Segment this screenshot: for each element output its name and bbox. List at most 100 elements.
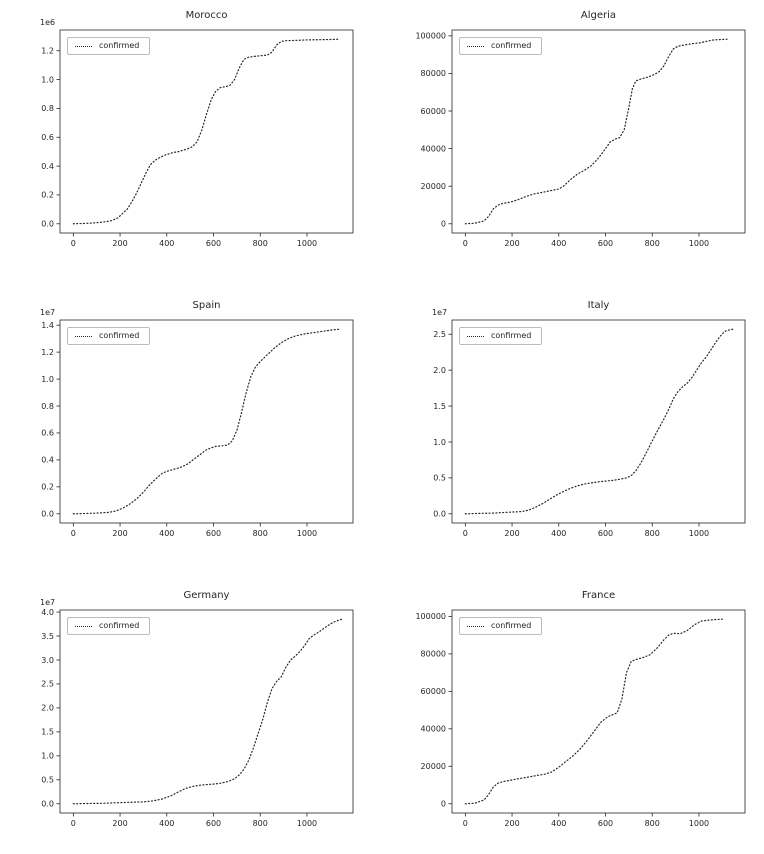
svg-text:60000: 60000 xyxy=(421,107,446,116)
svg-text:1.0: 1.0 xyxy=(41,375,54,384)
legend-box: confirmed xyxy=(67,37,151,55)
svg-text:400: 400 xyxy=(159,529,174,538)
plot-canvas-germany: 0 200 400 600 800 1000 0.0 0.5 1.0 1.5 2.0 2.5 3.0 3.… xyxy=(41,608,354,828)
axis-offset-label: 1e7 xyxy=(40,598,56,607)
svg-text:1.2: 1.2 xyxy=(41,47,54,56)
svg-text:0.2: 0.2 xyxy=(41,191,54,200)
svg-text:0.0: 0.0 xyxy=(41,220,54,229)
svg-text:600: 600 xyxy=(598,529,613,538)
svg-text:0.5: 0.5 xyxy=(433,474,446,483)
svg-text:40000: 40000 xyxy=(421,725,446,734)
svg-text:0: 0 xyxy=(441,220,446,229)
chart-figure-france: 0 200 400 600 800 1000 0 20000 40000 60000 80000 10… xyxy=(402,588,754,840)
chart-figure-algeria: 0 200 400 600 800 1000 0 20000 40000 60000 80000 10… xyxy=(402,8,754,260)
svg-text:40000: 40000 xyxy=(421,144,446,153)
svg-text:600: 600 xyxy=(206,239,221,248)
legend-box: confirmed xyxy=(459,617,543,635)
plot-canvas-morocco: 0 200 400 600 800 1000 0.0 0.2 0.4 0.6 0.8 1.0 1.2 xyxy=(41,29,354,248)
svg-text:0.6: 0.6 xyxy=(41,133,54,142)
svg-text:20000: 20000 xyxy=(421,762,446,771)
svg-text:1.0: 1.0 xyxy=(41,752,54,761)
chart-title: France xyxy=(581,590,616,601)
dotted-line-sample-icon xyxy=(75,335,92,337)
legend-label: confirmed xyxy=(491,621,532,630)
svg-text:4.0: 4.0 xyxy=(41,608,54,617)
legend-box: confirmed xyxy=(67,617,151,635)
chart-title: Italy xyxy=(587,300,610,311)
svg-text:1000: 1000 xyxy=(297,819,317,828)
legend-box: confirmed xyxy=(459,37,543,55)
svg-text:100000: 100000 xyxy=(415,612,446,621)
svg-text:400: 400 xyxy=(159,239,174,248)
plot-canvas-france: 0 200 400 600 800 1000 0 20000 40000 60000 80000 10… xyxy=(415,609,746,828)
legend-label: confirmed xyxy=(491,331,532,340)
svg-text:0: 0 xyxy=(463,819,468,828)
svg-text:800: 800 xyxy=(253,819,268,828)
chart-title: Morocco xyxy=(185,10,228,21)
chart-title: Spain xyxy=(192,300,221,311)
chart-figure-morocco: 0 200 400 600 800 1000 0.0 0.2 0.4 0.6 0.8 1.0 1.2 1… xyxy=(10,8,362,260)
svg-text:0.4: 0.4 xyxy=(41,456,54,465)
svg-text:3.5: 3.5 xyxy=(41,632,54,641)
svg-text:100000: 100000 xyxy=(415,32,446,41)
svg-text:600: 600 xyxy=(206,819,221,828)
svg-text:0.2: 0.2 xyxy=(41,483,54,492)
axis-offset-label: 1e7 xyxy=(432,308,448,317)
svg-text:0: 0 xyxy=(441,800,446,809)
svg-text:600: 600 xyxy=(206,529,221,538)
svg-text:1000: 1000 xyxy=(297,239,317,248)
svg-text:400: 400 xyxy=(551,529,566,538)
svg-text:600: 600 xyxy=(598,819,613,828)
svg-text:1.5: 1.5 xyxy=(433,402,446,411)
chart-title: Algeria xyxy=(580,10,617,21)
legend-label: confirmed xyxy=(99,41,140,50)
legend-box: confirmed xyxy=(67,327,151,345)
svg-text:3.0: 3.0 xyxy=(41,656,54,665)
dotted-line-sample-icon xyxy=(467,625,484,627)
svg-text:800: 800 xyxy=(645,819,660,828)
chart-title: Germany xyxy=(183,590,230,601)
plot-canvas-spain: 0 200 400 600 800 1000 0.0 0.2 0.4 0.6 0.8 1.0 1.2 1.… xyxy=(41,319,354,538)
svg-text:200: 200 xyxy=(504,239,519,248)
dotted-line-sample-icon xyxy=(75,45,92,47)
chart-figure-germany: 0 200 400 600 800 1000 0.0 0.5 1.0 1.5 2.0 2.5 3.0 3.… xyxy=(10,588,362,840)
axis-offset-label: 1e7 xyxy=(40,308,56,317)
plot-canvas-algeria: 0 200 400 600 800 1000 0 20000 40000 60000 80000 10… xyxy=(415,29,746,248)
svg-text:1.4: 1.4 xyxy=(41,321,54,330)
svg-text:400: 400 xyxy=(159,819,174,828)
svg-text:1000: 1000 xyxy=(297,529,317,538)
svg-text:800: 800 xyxy=(253,239,268,248)
axis-offset-label: 1e6 xyxy=(40,18,56,27)
legend-label: confirmed xyxy=(99,331,140,340)
svg-text:1.0: 1.0 xyxy=(41,75,54,84)
svg-text:800: 800 xyxy=(253,529,268,538)
chart-figure-spain: 0 200 400 600 800 1000 0.0 0.2 0.4 0.6 0.8 1.0 1.2 1.… xyxy=(10,298,362,550)
svg-text:400: 400 xyxy=(551,819,566,828)
svg-text:1.0: 1.0 xyxy=(433,438,446,447)
svg-text:0: 0 xyxy=(71,239,76,248)
svg-text:0: 0 xyxy=(463,239,468,248)
svg-text:200: 200 xyxy=(504,529,519,538)
plot-canvas-italy: 0 200 400 600 800 1000 0.0 0.5 1.0 1.5 2.0 2.5 xyxy=(433,319,746,538)
svg-text:1000: 1000 xyxy=(689,239,709,248)
svg-text:0.0: 0.0 xyxy=(41,800,54,809)
legend-label: confirmed xyxy=(491,41,532,50)
svg-text:200: 200 xyxy=(112,819,127,828)
svg-text:400: 400 xyxy=(551,239,566,248)
svg-text:1.5: 1.5 xyxy=(41,728,54,737)
svg-text:1000: 1000 xyxy=(689,529,709,538)
svg-text:1.2: 1.2 xyxy=(41,348,54,357)
svg-text:0: 0 xyxy=(463,529,468,538)
svg-text:0.5: 0.5 xyxy=(41,776,54,785)
svg-text:2.0: 2.0 xyxy=(433,366,446,375)
svg-text:20000: 20000 xyxy=(421,182,446,191)
svg-text:0.0: 0.0 xyxy=(41,510,54,519)
svg-text:0.8: 0.8 xyxy=(41,402,54,411)
legend-box: confirmed xyxy=(459,327,543,345)
dotted-line-sample-icon xyxy=(467,335,484,337)
svg-text:800: 800 xyxy=(645,529,660,538)
legend-label: confirmed xyxy=(99,621,140,630)
svg-text:200: 200 xyxy=(504,819,519,828)
svg-text:0.6: 0.6 xyxy=(41,429,54,438)
